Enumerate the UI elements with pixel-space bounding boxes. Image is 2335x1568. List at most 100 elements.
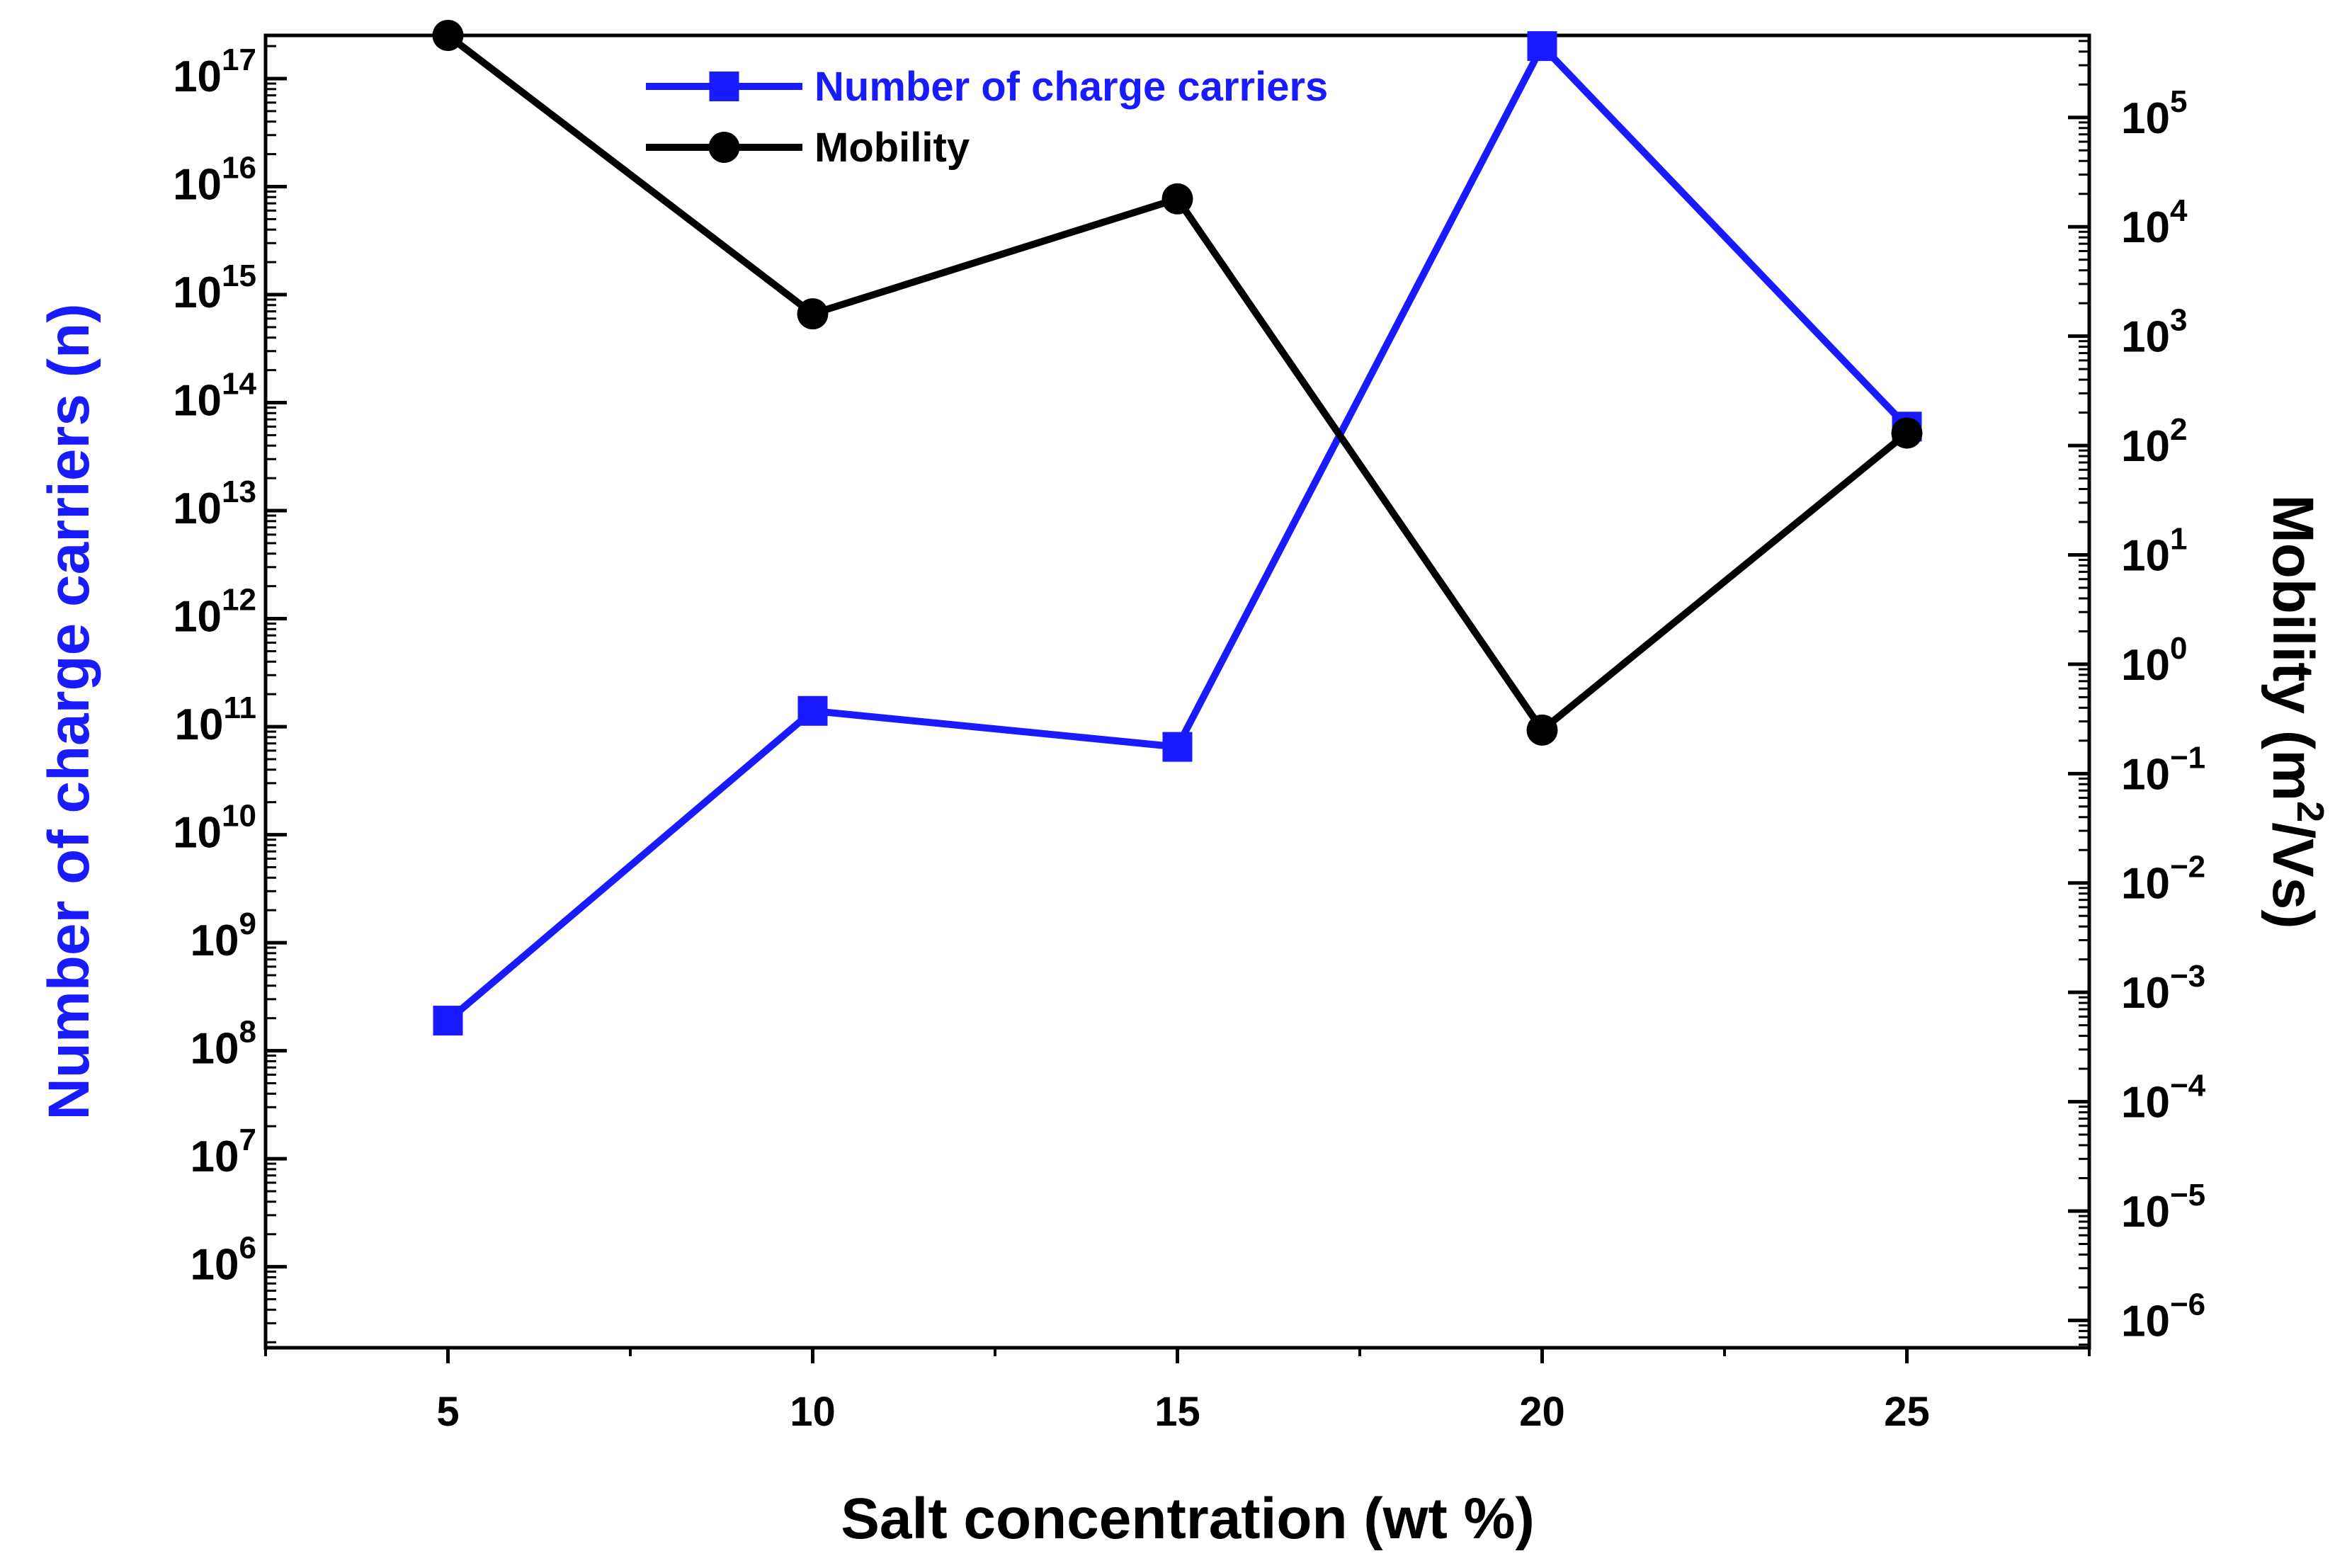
legend: Number of charge carriers Mobility [646,64,1328,171]
right-axis-title: Mobility (m2/Vs) [2261,494,2331,928]
right-tick-label: 102 [2121,412,2187,471]
tick-exponent: 7 [239,1123,256,1157]
tick-exponent: 15 [222,259,256,293]
tick-exponent: −6 [2170,1287,2205,1322]
right-tick-label: 100 [2121,631,2187,690]
tick-base: 10 [2121,203,2170,252]
tick-base: 10 [173,268,222,317]
tick-base: 10 [173,484,222,533]
right-axis-title-end: /Vs) [2261,822,2325,928]
tick-base: 10 [2121,1188,2170,1237]
right-tick-label: 104 [2121,193,2188,252]
tick-base: 10 [2121,94,2170,143]
tick-base: 10 [2121,313,2170,362]
tick-exponent: −3 [2170,959,2205,994]
tick-base: 10 [175,700,224,749]
tick-exponent: 10 [222,799,256,834]
tick-exponent: 8 [239,1015,256,1050]
tick-exponent: 13 [222,475,256,509]
x-tick-label: 5 [436,1389,459,1435]
tick-base: 10 [2121,750,2170,799]
series-line-mobility [445,33,1909,736]
tick-exponent: 17 [222,42,256,77]
tick-exponent: 2 [2170,412,2187,447]
right-axis-title-sup: 2 [2289,801,2331,822]
legend-marker-circle [708,132,740,163]
tick-base: 10 [2121,641,2170,690]
tick-exponent: −5 [2170,1178,2205,1212]
tick-base: 10 [191,1132,239,1181]
left-tick-label: 1014 [173,367,256,426]
tick-base: 10 [2121,860,2170,909]
data-point-charge-carriers [1162,732,1193,762]
tick-exponent: −2 [2170,850,2205,885]
right-axis-title-main: Mobility (m [2261,494,2325,801]
right-tick-label: 10−5 [2121,1178,2205,1237]
right-tick-label: 10−4 [2121,1069,2206,1127]
tick-exponent: 1 [2170,521,2187,556]
left-tick-label: 109 [191,907,256,965]
left-tick-label: 1013 [173,475,256,533]
tick-exponent: 12 [222,583,256,618]
data-point-charge-carriers [433,1006,463,1036]
right-tick-label: 10−3 [2121,959,2205,1018]
tick-base: 10 [191,1241,239,1290]
right-tick-label: 10−6 [2121,1287,2205,1346]
tick-exponent: 0 [2170,631,2187,666]
right-tick-label: 10−2 [2121,850,2205,909]
tick-base: 10 [173,809,222,858]
x-tick-label: 15 [1154,1389,1200,1435]
left-tick-label: 1016 [173,151,256,210]
tick-exponent: −1 [2170,740,2205,775]
tick-base: 10 [173,593,222,642]
tick-base: 10 [173,377,222,426]
tick-base: 10 [2121,1297,2170,1346]
tick-base: 10 [191,916,239,965]
x-tick-label: 25 [1884,1389,1930,1435]
left-tick-label: 107 [191,1123,256,1181]
tick-exponent: 16 [222,151,256,186]
tick-base: 10 [173,52,222,101]
data-point-charge-carriers [1527,31,1557,62]
tick-exponent: 9 [239,907,256,941]
legend-label: Number of charge carriers [814,64,1328,110]
data-point-mobility [1891,417,1923,449]
right-tick-label: 103 [2121,303,2187,362]
legend-label: Mobility [814,125,970,171]
x-axis-title: Salt concentration (wt %) [841,1487,1535,1551]
tick-base: 10 [191,1025,239,1074]
axes-layer: 5 10 15 20 251061071081091010101110121013101… [173,33,2206,1435]
tick-base: 10 [2121,531,2170,580]
tick-base: 10 [173,161,222,210]
x-tick-label: 20 [1519,1389,1565,1435]
data-point-mobility [797,298,829,330]
left-tick-label: 106 [191,1231,256,1290]
left-tick-label: 1012 [173,583,256,642]
tick-base: 10 [2121,1079,2170,1127]
data-point-mobility [1161,183,1193,215]
right-tick-label: 101 [2121,521,2187,580]
tick-base: 10 [2121,422,2170,471]
data-point-mobility [432,20,464,51]
tick-exponent: 3 [2170,303,2187,338]
right-tick-label: 10−1 [2121,740,2205,799]
left-axis-title: Number of charge carriers (n) [37,304,101,1120]
legend-marker-square [709,72,739,101]
left-tick-label: 1017 [173,42,256,101]
left-tick-label: 1010 [173,799,256,858]
tick-exponent: 11 [223,691,256,725]
left-tick-label: 108 [191,1015,256,1074]
x-tick-label: 10 [790,1389,836,1435]
series-layer [432,20,1923,1036]
right-tick-label: 105 [2121,84,2187,143]
data-point-mobility [1526,714,1558,746]
data-point-charge-carriers [797,695,828,726]
tick-exponent: 5 [2170,84,2187,119]
tick-exponent: 14 [222,367,256,402]
left-tick-label: 1015 [173,259,256,317]
tick-exponent: −4 [2170,1069,2206,1103]
tick-base: 10 [2121,969,2170,1018]
tick-exponent: 4 [2170,193,2188,228]
tick-exponent: 6 [239,1231,256,1266]
